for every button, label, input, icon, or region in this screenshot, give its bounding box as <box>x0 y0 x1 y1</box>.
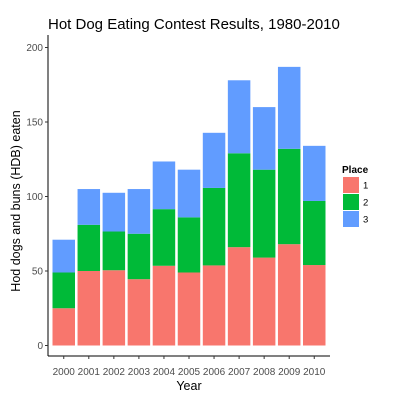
x-tick-label: 2009 <box>278 367 301 378</box>
y-tick-label: 200 <box>26 43 43 54</box>
bar-2006-place-2 <box>202 187 226 266</box>
x-tick-label: 2008 <box>253 367 276 378</box>
legend-title: Place <box>342 165 369 176</box>
bar-2007-place-1 <box>227 247 251 346</box>
bar-2002-place-2 <box>102 231 126 271</box>
bar-2004-place-2 <box>152 209 176 266</box>
bar-2000-place-1 <box>52 308 75 346</box>
legend: Place 1 2 3 <box>342 165 369 227</box>
bar-2007-place-2 <box>227 153 251 248</box>
legend-key-3 <box>343 211 359 227</box>
y-ticks: 0 50 100 150 200 <box>26 43 48 352</box>
x-tick-label: 2004 <box>153 367 176 378</box>
x-axis-title: Year <box>176 379 201 393</box>
bar-2008-place-2 <box>252 169 276 258</box>
x-tick-label: 2005 <box>178 367 201 378</box>
x-tick-label: 2007 <box>228 367 251 378</box>
bar-2010-place-3 <box>303 145 326 201</box>
x-tick-label: 2006 <box>203 367 226 378</box>
bar-2000-place-2 <box>52 272 75 309</box>
legend-key-2 <box>343 194 359 210</box>
y-tick-label: 50 <box>32 267 44 278</box>
bar-2009-place-1 <box>277 244 301 346</box>
y-axis-title: Hod dogs and buns (HDB) eaten <box>9 110 23 291</box>
bar-2005-place-2 <box>177 217 201 273</box>
bars-group <box>52 66 326 346</box>
x-tick-label: 2010 <box>303 367 326 378</box>
bar-2010-place-1 <box>303 265 326 346</box>
x-tick-label: 2003 <box>128 367 151 378</box>
legend-label-2: 2 <box>363 198 368 209</box>
bar-2010-place-2 <box>303 200 326 266</box>
bar-2002-place-3 <box>102 192 126 232</box>
bar-2008-place-3 <box>252 107 276 170</box>
bar-2001-place-2 <box>77 224 101 271</box>
x-tick-label: 2001 <box>78 367 101 378</box>
bar-2000-place-3 <box>52 239 75 273</box>
chart-title: Hot Dog Eating Contest Results, 1980-201… <box>48 16 340 33</box>
bar-2003-place-2 <box>127 233 151 280</box>
bar-2002-place-1 <box>102 270 126 346</box>
legend-label-1: 1 <box>363 181 368 192</box>
bar-2005-place-3 <box>177 169 201 218</box>
y-tick-label: 0 <box>37 341 43 352</box>
bar-2004-place-1 <box>152 265 176 346</box>
bar-2009-place-2 <box>277 148 301 245</box>
bar-2001-place-3 <box>77 189 101 225</box>
bar-2004-place-3 <box>152 161 176 210</box>
legend-key-1 <box>343 177 359 193</box>
x-tick-label: 2000 <box>53 367 76 378</box>
bar-2003-place-3 <box>127 189 151 234</box>
x-tick-label: 2002 <box>103 367 126 378</box>
y-tick-label: 150 <box>26 118 43 129</box>
bar-2006-place-1 <box>202 265 226 346</box>
bar-2006-place-3 <box>202 132 226 188</box>
bar-2007-place-3 <box>227 80 251 154</box>
legend-label-3: 3 <box>363 215 368 226</box>
y-tick-label: 100 <box>26 192 43 203</box>
bar-2008-place-1 <box>252 257 276 346</box>
x-ticks: 2000 2001 2002 2003 2004 2005 2006 2007 2008 2009… <box>53 356 326 378</box>
bar-2009-place-3 <box>277 66 301 149</box>
bar-2001-place-1 <box>77 271 101 346</box>
bar-2003-place-1 <box>127 279 151 346</box>
bar-2005-place-1 <box>177 272 201 346</box>
